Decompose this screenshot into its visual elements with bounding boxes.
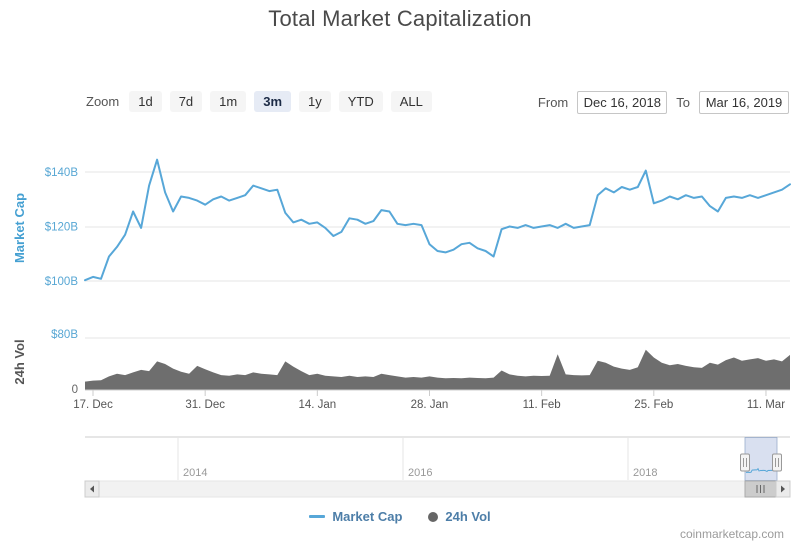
volume-y-axis-labels: 0 $80B <box>51 329 78 396</box>
svg-text:31. Dec: 31. Dec <box>185 399 225 411</box>
svg-text:28. Jan: 28. Jan <box>411 399 449 411</box>
market-cap-line-series[interactable] <box>84 158 791 282</box>
zoom-button-1d[interactable]: 1d <box>129 91 162 112</box>
volume-area-series[interactable] <box>85 349 790 390</box>
svg-text:17. Dec: 17. Dec <box>73 399 113 411</box>
volume-axis-title: 24h Vol <box>12 339 27 384</box>
right-triangle-icon <box>781 485 785 493</box>
scrollbar-left-arrow[interactable] <box>84 480 100 498</box>
navigator-mini-series <box>745 467 777 474</box>
scrollbar-right-arrow[interactable] <box>775 480 791 498</box>
svg-text:11. Mar: 11. Mar <box>747 399 785 411</box>
scrollbar <box>84 480 791 498</box>
svg-text:0: 0 <box>72 384 78 396</box>
zoom-button-1y[interactable]: 1y <box>299 91 331 112</box>
zoom-label: Zoom <box>86 94 120 109</box>
to-label: To <box>676 95 690 110</box>
legend-label: Market Cap <box>332 509 403 524</box>
legend-item-market-cap[interactable]: Market Cap <box>309 509 402 524</box>
to-date-input[interactable] <box>699 91 789 114</box>
svg-text:11. Feb: 11. Feb <box>523 399 561 411</box>
from-label: From <box>537 95 569 110</box>
zoom-range-selector: Zoom 1d 7d 1m 3m 1y YTD ALL <box>86 91 432 112</box>
market-cap-y-axis-labels: $100B $120B $140B <box>45 167 79 288</box>
svg-text:2018: 2018 <box>633 467 657 479</box>
svg-text:14. Jan: 14. Jan <box>298 399 336 411</box>
market-cap-gridlines <box>85 171 790 282</box>
svg-text:$120B: $120B <box>45 222 79 234</box>
svg-text:2014: 2014 <box>183 467 207 479</box>
legend-item-24h-vol[interactable]: 24h Vol <box>428 509 491 524</box>
navigator-handle-right[interactable] <box>772 453 782 472</box>
zoom-button-7d[interactable]: 7d <box>169 91 203 112</box>
zoom-button-all[interactable]: ALL <box>390 91 432 112</box>
scrollbar-thumb[interactable] <box>744 480 777 498</box>
legend-label: 24h Vol <box>445 509 491 524</box>
svg-text:$100B: $100B <box>45 276 79 288</box>
navigator-year-labels: 2014 2016 2018 <box>183 467 657 479</box>
zoom-button-1m[interactable]: 1m <box>210 91 247 112</box>
left-triangle-icon <box>90 485 94 493</box>
zoom-button-3m[interactable]: 3m <box>254 91 292 112</box>
page-title: Total Market Capitalization <box>268 6 532 31</box>
line-marker-icon <box>309 515 326 518</box>
watermark: coinmarketcap.com <box>679 527 784 541</box>
svg-text:2016: 2016 <box>408 467 432 479</box>
zoom-button-ytd[interactable]: YTD <box>338 91 383 112</box>
navigator-handle-left[interactable] <box>740 453 750 472</box>
svg-text:25. Feb: 25. Feb <box>634 399 673 411</box>
from-date-input[interactable] <box>577 91 668 114</box>
navigator: 2014 2016 2018 <box>85 436 790 481</box>
date-range-controls: From To <box>538 91 789 114</box>
market-cap-axis-title: Market Cap <box>12 193 27 263</box>
scrollbar-track[interactable] <box>84 480 791 498</box>
dot-marker-icon <box>428 511 439 522</box>
svg-text:$140B: $140B <box>45 167 79 179</box>
legend: Market Cap 24h Vol <box>0 509 800 524</box>
zoom-buttons: 1d 7d 1m 3m 1y YTD ALL <box>129 91 432 112</box>
svg-text:$80B: $80B <box>51 329 78 341</box>
x-axis-labels: 17. Dec 31. Dec 14. Jan 28. Jan 11. Feb 25. F… <box>73 390 785 411</box>
